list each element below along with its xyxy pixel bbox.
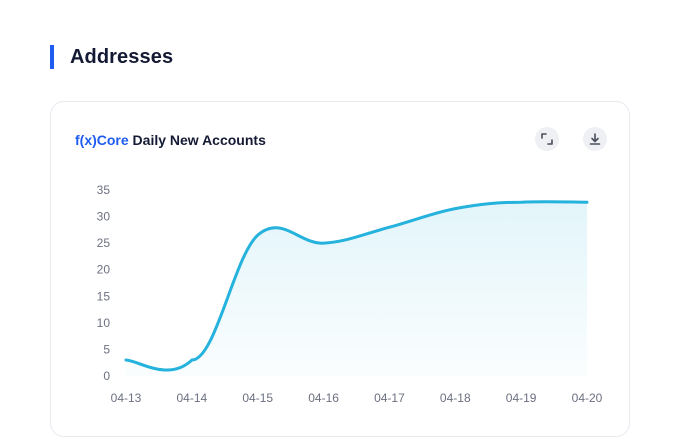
section-title: Addresses xyxy=(70,45,174,68)
y-tick-label: 0 xyxy=(103,369,110,383)
x-tick-label: 04-16 xyxy=(308,391,339,405)
download-button[interactable] xyxy=(583,127,607,151)
expand-button[interactable] xyxy=(535,127,559,151)
chart-line xyxy=(124,200,589,372)
expand-icon xyxy=(541,133,553,145)
chart-card: f(x)Core Daily New Accounts 0 5 10 15 20 25 30… xyxy=(50,101,630,437)
y-tick-label: 20 xyxy=(97,263,111,277)
x-tick-label: 04-20 xyxy=(572,391,603,405)
y-tick-label: 25 xyxy=(97,236,111,250)
download-icon xyxy=(589,133,601,145)
chart-area xyxy=(126,201,587,376)
x-tick-label: 04-17 xyxy=(374,391,405,405)
section-header: Addresses xyxy=(50,44,173,70)
x-tick-label: 04-19 xyxy=(506,391,537,405)
chart: 0 5 10 15 20 25 30 35 04-13 04-14 04-15 04-16 04-17… xyxy=(97,183,603,405)
y-tick-label: 30 xyxy=(97,210,111,224)
x-tick-label: 04-15 xyxy=(242,391,273,405)
y-tick-label: 10 xyxy=(97,316,111,330)
x-tick-label: 04-18 xyxy=(440,391,471,405)
x-tick-label: 04-13 xyxy=(111,391,142,405)
x-tick-label: 04-14 xyxy=(177,391,208,405)
y-tick-label: 15 xyxy=(97,289,111,303)
chart-title-brand: f(x)Core xyxy=(75,132,129,148)
y-tick-label: 35 xyxy=(97,183,111,197)
chart-title: f(x)Core Daily New Accounts xyxy=(75,132,266,148)
chart-title-text: Daily New Accounts xyxy=(128,132,266,148)
section-accent-bar xyxy=(50,45,54,69)
y-tick-label: 5 xyxy=(103,342,110,356)
